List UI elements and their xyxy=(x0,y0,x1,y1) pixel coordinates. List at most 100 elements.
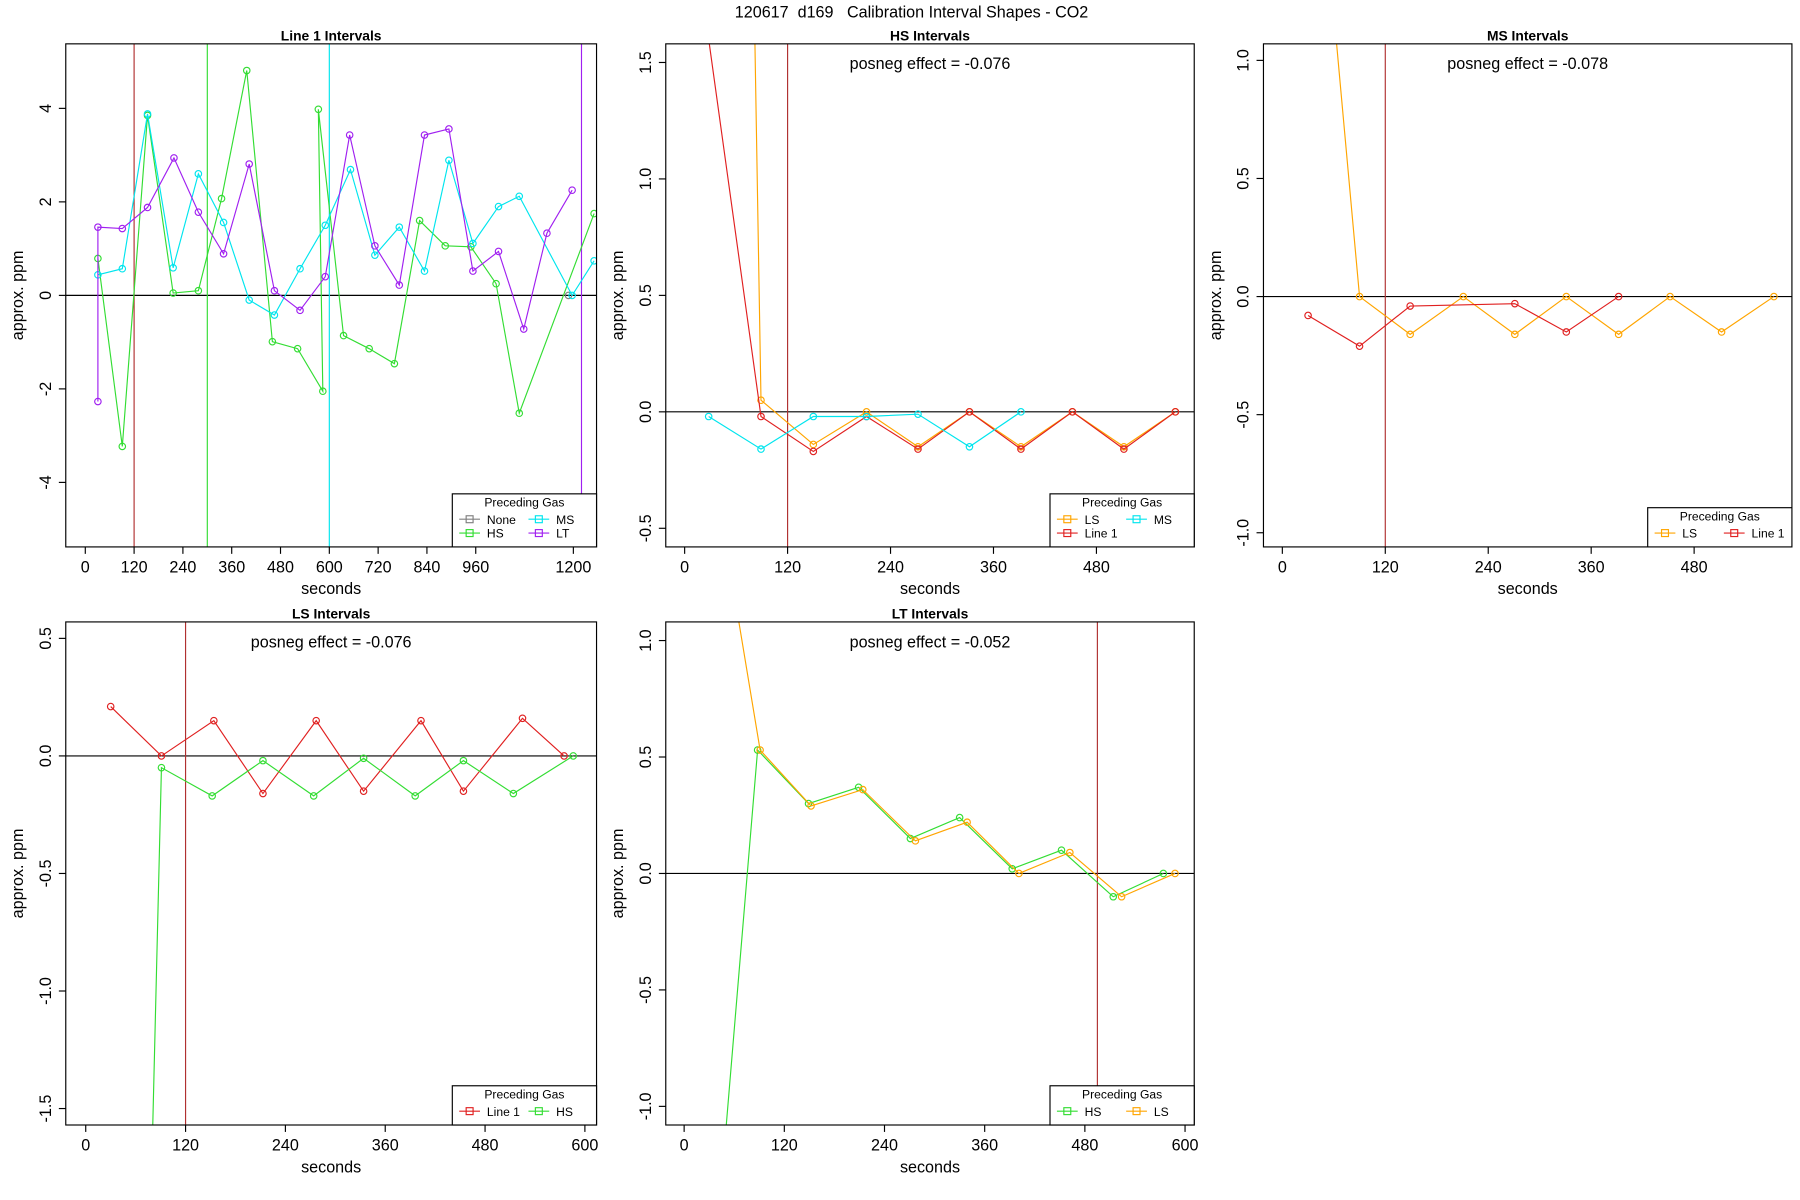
y-tick-label: -1.0 xyxy=(37,977,55,1005)
panel: MS Intervals posneg effect = -0.078 second… xyxy=(1207,27,1793,598)
data-point xyxy=(143,203,152,212)
legend-label: LS xyxy=(1085,513,1100,527)
legend-label: None xyxy=(487,513,516,527)
data-point xyxy=(1406,302,1414,310)
legend-marker xyxy=(1063,515,1072,524)
legend-marker xyxy=(1132,1107,1141,1116)
data-point xyxy=(494,202,503,211)
data-point xyxy=(1066,848,1074,857)
data-point xyxy=(395,281,404,289)
data-point xyxy=(445,156,453,165)
data-point xyxy=(543,229,551,238)
data-point xyxy=(1614,292,1623,301)
data-point xyxy=(157,763,166,772)
y-tick-label: 1.0 xyxy=(637,168,655,190)
data-point xyxy=(148,1176,154,1182)
data-point xyxy=(1355,342,1364,350)
data-point xyxy=(1770,292,1778,301)
series-line xyxy=(110,706,565,795)
y-tick-label: -1.0 xyxy=(637,1092,655,1120)
data-point xyxy=(219,249,228,258)
y-tick-label: 0.5 xyxy=(637,284,655,306)
data-point xyxy=(858,785,867,794)
data-point xyxy=(143,110,152,118)
x-tick-label: 120 xyxy=(771,1136,798,1154)
data-point xyxy=(1171,869,1179,878)
data-point xyxy=(1057,846,1066,854)
data-point xyxy=(757,396,765,405)
legend-box xyxy=(1647,507,1793,548)
x-tick-label: 480 xyxy=(1681,558,1708,576)
data-point xyxy=(293,344,302,353)
data-point xyxy=(415,216,424,225)
x-tick-label: 480 xyxy=(472,1136,499,1154)
figure-title: 120617 d169 Calibration Interval Shapes … xyxy=(735,3,1089,21)
data-point xyxy=(390,359,399,368)
panel-title: HS Intervals xyxy=(890,27,970,43)
plot-area xyxy=(665,591,1195,1125)
data-point xyxy=(914,445,922,453)
data-point xyxy=(170,154,178,162)
legend-marker xyxy=(465,1107,474,1116)
data-point xyxy=(106,702,115,711)
data-point xyxy=(420,267,429,275)
x-tick-label: 360 xyxy=(372,1136,399,1154)
data-point xyxy=(1120,445,1128,453)
legend-label: MS xyxy=(556,513,574,527)
y-tick-label: -0.5 xyxy=(1234,401,1252,429)
data-point xyxy=(756,746,764,754)
panel-title: LS Intervals xyxy=(292,605,371,621)
x-tick-label: 240 xyxy=(169,558,196,576)
data-point xyxy=(371,251,379,259)
data-point xyxy=(519,325,528,333)
data-point xyxy=(359,754,368,763)
x-tick-label: 120 xyxy=(774,558,801,576)
data-point xyxy=(1406,330,1414,339)
legend-marker xyxy=(1660,529,1670,538)
x-tick-label: 840 xyxy=(413,558,440,576)
data-point xyxy=(169,289,177,297)
x-tick-label: 1200 xyxy=(555,558,591,576)
legend-label: HS xyxy=(1085,1105,1102,1119)
series-line xyxy=(725,748,1164,1125)
legend-title: Preceding Gas xyxy=(484,496,564,510)
data-point xyxy=(1304,311,1312,320)
data-point xyxy=(965,442,974,451)
data-point xyxy=(1015,869,1023,878)
data-point xyxy=(321,221,330,230)
data-point xyxy=(704,412,713,421)
series-line xyxy=(152,755,574,1125)
y-tick-label: 0 xyxy=(37,291,55,300)
plot-area xyxy=(1263,43,1792,547)
legend: Preceding Gas HS LS xyxy=(1049,1085,1195,1126)
y-tick-label: 4 xyxy=(37,104,55,113)
panel: LS Intervals posneg effect = -0.076 second… xyxy=(9,605,598,1182)
data-point xyxy=(270,311,279,319)
data-point xyxy=(157,752,166,760)
y-tick-label: 0.5 xyxy=(37,627,55,649)
data-point xyxy=(731,591,737,597)
y-tick-label: 1.5 xyxy=(637,51,655,73)
x-tick-label: 0 xyxy=(1278,558,1287,576)
data-point xyxy=(590,256,597,265)
x-tick-label: 240 xyxy=(1475,558,1502,576)
y-axis-label: approx. ppm xyxy=(1207,251,1225,341)
data-point xyxy=(509,789,518,798)
y-tick-label: -1.5 xyxy=(37,1095,55,1123)
x-tick-label: 360 xyxy=(1578,558,1605,576)
legend-marker xyxy=(1063,529,1072,538)
plot-area xyxy=(665,43,1195,547)
data-point xyxy=(515,192,524,201)
y-tick-label: 0.5 xyxy=(1234,167,1252,189)
data-point xyxy=(314,105,323,114)
data-point xyxy=(809,412,818,421)
data-point xyxy=(219,218,228,227)
data-point xyxy=(807,802,815,810)
series-line xyxy=(754,43,1176,448)
plot-frame xyxy=(665,621,1195,1126)
data-point xyxy=(492,279,500,288)
data-point xyxy=(560,752,568,760)
series-line xyxy=(1307,296,1619,347)
data-point xyxy=(194,208,203,216)
